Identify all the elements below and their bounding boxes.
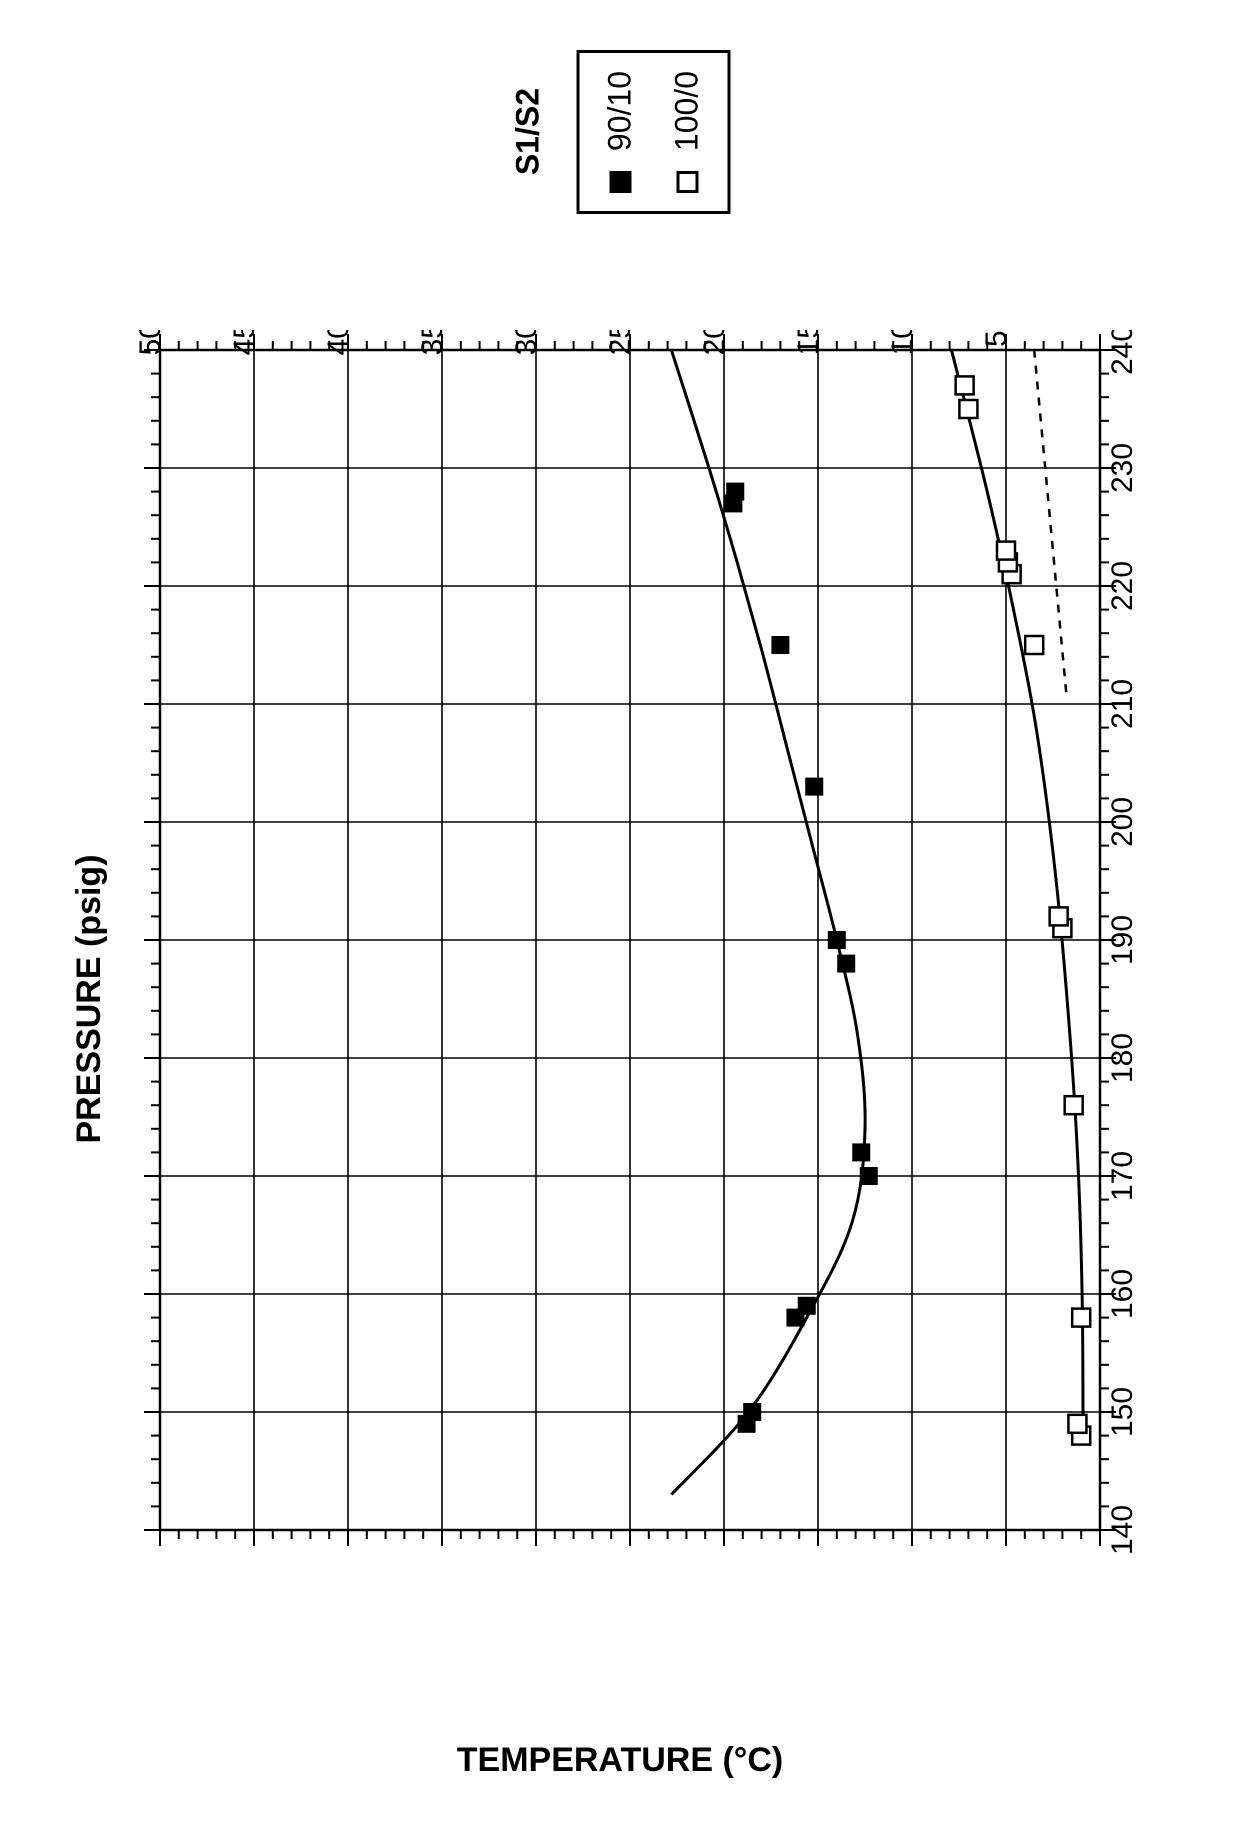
- y-tick-label: 500: [980, 330, 1013, 347]
- y-tick-label: 2500: [604, 330, 637, 355]
- marker-filled: [726, 483, 744, 501]
- marker-open: [1025, 636, 1043, 654]
- x-tick-label: 160: [1106, 1269, 1139, 1319]
- marker-open: [997, 542, 1015, 560]
- x-tick-label: 240: [1106, 330, 1139, 375]
- marker-open: [1068, 1415, 1086, 1433]
- marker-open: [956, 376, 974, 394]
- legend-entry-0-label: 90/10: [602, 71, 639, 151]
- x-tick-label: 220: [1106, 561, 1139, 611]
- marker-open: [1072, 1309, 1090, 1327]
- legend-box: 90/10 100/0: [577, 50, 731, 214]
- x-tick-label: 180: [1106, 1033, 1139, 1083]
- chart: 1401501601701801902002102202302400500100…: [40, 330, 1200, 1630]
- marker-filled: [852, 1143, 870, 1161]
- y-tick-label: 1500: [792, 330, 825, 355]
- marker-filled: [743, 1403, 761, 1421]
- marker-filled: [771, 636, 789, 654]
- marker-filled: [837, 955, 855, 973]
- legend-entry-0: 90/10: [602, 71, 639, 193]
- marker-filled: [860, 1167, 878, 1185]
- x-tick-label: 190: [1106, 915, 1139, 965]
- marker-filled: [828, 931, 846, 949]
- y-tick-label: 3500: [416, 330, 449, 355]
- y-tick-label: 2000: [698, 330, 731, 355]
- x-tick-label: 170: [1106, 1151, 1139, 1201]
- x-tick-label: 210: [1106, 679, 1139, 729]
- y-tick-label: 1000: [886, 330, 919, 355]
- open-square-icon: [676, 171, 698, 193]
- marker-open: [959, 400, 977, 418]
- x-tick-label: 200: [1106, 797, 1139, 847]
- marker-open: [1050, 907, 1068, 925]
- y-tick-label: 5000: [134, 330, 167, 355]
- legend-title: S1/S2: [510, 88, 547, 175]
- legend: S1/S2 90/10 100/0: [510, 50, 731, 214]
- marker-filled: [805, 778, 823, 796]
- x-axis-label: TEMPERATURE (°C): [457, 1741, 784, 1780]
- legend-entry-1: 100/0: [669, 71, 706, 193]
- x-tick-label: 230: [1106, 443, 1139, 493]
- x-tick-label: 140: [1106, 1505, 1139, 1555]
- y-tick-label: 4500: [228, 330, 261, 355]
- y-tick-label: 3000: [510, 330, 543, 355]
- marker-open: [1065, 1096, 1083, 1114]
- marker-filled: [798, 1297, 816, 1315]
- legend-entry-1-label: 100/0: [669, 71, 706, 151]
- filled-square-icon: [609, 171, 631, 193]
- chart-svg: 1401501601701801902002102202302400500100…: [40, 330, 1200, 1630]
- y-tick-label: 4000: [322, 330, 355, 355]
- x-tick-label: 150: [1106, 1387, 1139, 1437]
- y-axis-label: PRESSURE (psig): [70, 854, 108, 1143]
